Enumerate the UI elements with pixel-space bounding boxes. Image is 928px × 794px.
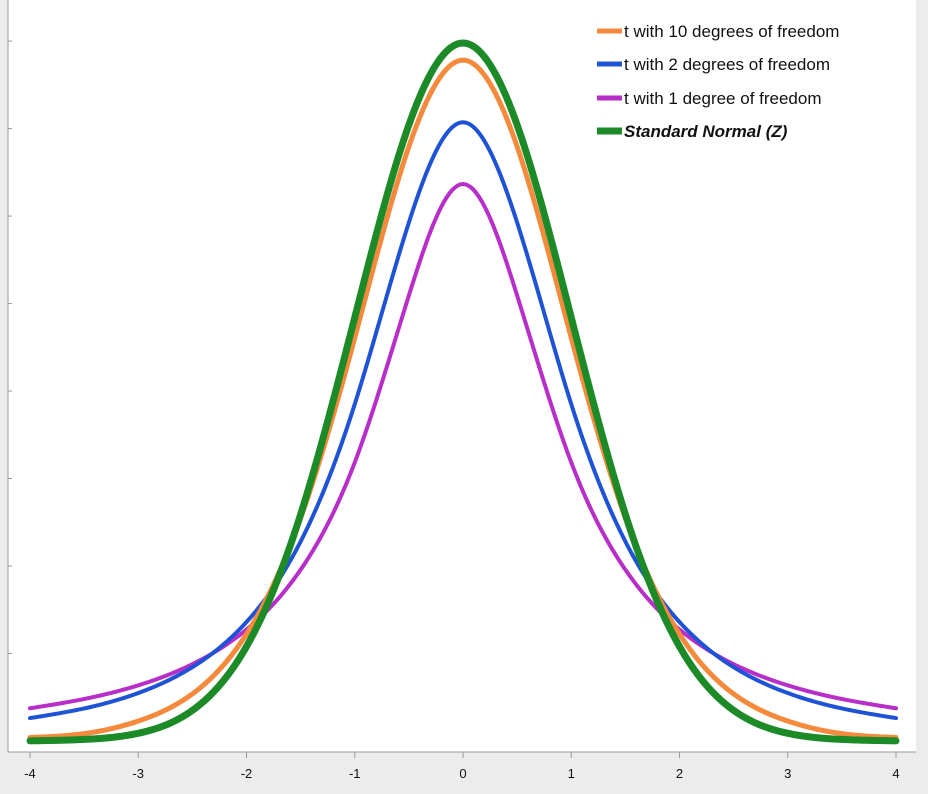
x-tick-label-0: -4 — [24, 766, 36, 781]
x-ticks: -4 -3 -2 -1 0 1 2 3 4 — [24, 752, 900, 781]
legend: t with 10 degrees of freedom t with 2 deg… — [597, 22, 839, 141]
legend-label-2: t with 1 degree of freedom — [624, 89, 822, 108]
x-tick-label-5: 1 — [568, 766, 575, 781]
x-tick-label-1: -3 — [132, 766, 144, 781]
series-line-3 — [26, 39, 900, 745]
x-tick-label-7: 3 — [784, 766, 791, 781]
plot-area — [8, 0, 916, 752]
x-tick-label-6: 2 — [676, 766, 683, 781]
x-tick-label-3: -1 — [349, 766, 361, 781]
x-tick-label-8: 4 — [892, 766, 899, 781]
x-tick-label-4: 0 — [459, 766, 466, 781]
legend-label-3: Standard Normal (Z) — [624, 122, 788, 141]
series-line-1 — [28, 120, 898, 721]
series-line-0 — [27, 57, 899, 740]
legend-label-0: t with 10 degrees of freedom — [624, 22, 839, 41]
y-ticks — [8, 40, 12, 655]
series-line-2 — [28, 182, 898, 711]
legend-label-1: t with 2 degrees of freedom — [624, 55, 830, 74]
series-lines — [26, 39, 900, 745]
x-tick-label-2: -2 — [241, 766, 253, 781]
